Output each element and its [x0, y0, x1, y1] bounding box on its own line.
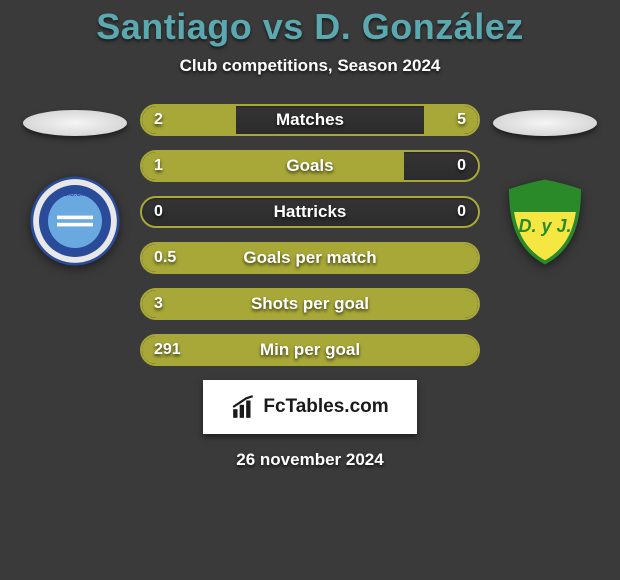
- stat-row: 0Hattricks0: [140, 196, 480, 228]
- watermark-text: FcTables.com: [263, 396, 388, 418]
- defensa-justicia-badge-icon: D. y J.: [500, 176, 590, 266]
- svg-text:C.D.G.C.A.T: C.D.G.C.A.T: [57, 191, 93, 198]
- stat-row: 0.5Goals per match: [140, 242, 480, 274]
- comparison-widget: Santiago vs D. González Club competition…: [0, 0, 620, 580]
- stat-value-left: 0: [154, 198, 163, 226]
- stat-value-right: 0: [457, 198, 466, 226]
- page-title: Santiago vs D. González: [96, 6, 524, 48]
- right-player-col: D. y J.: [490, 104, 600, 266]
- subtitle: Club competitions, Season 2024: [180, 56, 441, 76]
- main-row: C.D.G.C.A.T MENDOZA 2Matches51Goals00Hat…: [0, 104, 620, 366]
- left-club-badge: C.D.G.C.A.T MENDOZA: [30, 176, 120, 266]
- stat-fill-left: [142, 152, 404, 180]
- stat-row: 2Matches5: [140, 104, 480, 136]
- stat-fill-left: [142, 106, 236, 134]
- right-avatar-placeholder: [493, 110, 597, 136]
- left-avatar-placeholder: [23, 110, 127, 136]
- stat-fill-left: [142, 290, 478, 318]
- right-club-badge: D. y J.: [500, 176, 590, 266]
- stat-fill-left: [142, 244, 478, 272]
- svg-text:MENDOZA: MENDOZA: [61, 249, 88, 255]
- left-player-col: C.D.G.C.A.T MENDOZA: [20, 104, 130, 266]
- stat-row: 3Shots per goal: [140, 288, 480, 320]
- stat-fill-left: [142, 336, 478, 364]
- stat-row: 291Min per goal: [140, 334, 480, 366]
- chart-icon: [231, 394, 257, 420]
- watermark[interactable]: FcTables.com: [203, 380, 417, 434]
- stat-fill-right: [424, 106, 478, 134]
- stat-row: 1Goals0: [140, 150, 480, 182]
- stat-value-right: 0: [457, 152, 466, 180]
- date-label: 26 november 2024: [236, 450, 383, 470]
- stat-label: Hattricks: [142, 198, 478, 226]
- godoy-cruz-badge-icon: C.D.G.C.A.T MENDOZA: [30, 176, 120, 266]
- stats-column: 2Matches51Goals00Hattricks00.5Goals per …: [140, 104, 480, 366]
- svg-text:D. y J.: D. y J.: [518, 216, 571, 236]
